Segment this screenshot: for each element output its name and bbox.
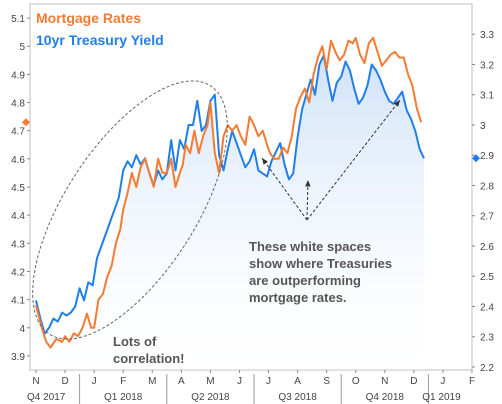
x-month-label: D xyxy=(61,376,68,387)
right-tick-label: 3.1 xyxy=(480,91,494,102)
right-tick-label: 2.9 xyxy=(480,151,494,162)
treasury-line xyxy=(35,54,425,335)
annotation-arrowhead xyxy=(393,100,400,107)
x-month-label: O xyxy=(352,376,360,387)
x-month-label: J xyxy=(266,376,271,387)
x-month-label: F xyxy=(469,376,475,387)
x-month-label: S xyxy=(323,376,330,387)
right-tick-label: 2.3 xyxy=(480,333,494,344)
right-tick-label: 2.8 xyxy=(480,181,494,192)
x-month-label: A xyxy=(294,376,301,387)
left-tick-label: 4.1 xyxy=(11,296,25,307)
left-tick-label: 4.6 xyxy=(11,155,25,166)
right-tick-label: 3 xyxy=(480,121,486,132)
left-tick-label: 4.3 xyxy=(11,239,25,250)
right-tick-label: 2.6 xyxy=(480,242,494,253)
mortgage-last-value-marker xyxy=(22,118,30,127)
x-month-label: N xyxy=(32,376,39,387)
x-month-label: J xyxy=(440,376,445,387)
right-tick-label: 3.2 xyxy=(480,60,494,71)
left-tick-label: 5 xyxy=(19,42,25,53)
treasury-area-fill xyxy=(36,55,425,371)
right-tick-label: 3.3 xyxy=(480,30,494,41)
legend-mortgage-rates: Mortgage Rates xyxy=(36,10,142,26)
left-tick-label: 3.9 xyxy=(11,352,25,363)
annotation-white-spaces: These white spaces show where Treasuries… xyxy=(249,239,393,305)
annotation-correlation: Lots of correlation! xyxy=(113,334,185,366)
x-month-label: F xyxy=(120,376,126,387)
right-tick-label: 2.5 xyxy=(480,272,494,283)
left-tick-label: 4.8 xyxy=(11,99,25,110)
x-quarter-label: Q3 2018 xyxy=(278,392,317,403)
mortgage-line xyxy=(35,36,423,349)
x-month-label: J xyxy=(92,376,97,387)
x-month-label: A xyxy=(178,376,185,387)
legend-10yr-treasury-yield: 10yr Treasury Yield xyxy=(36,32,164,48)
left-tick-label: 4.4 xyxy=(11,211,25,222)
annotation-arrow xyxy=(306,179,309,221)
x-quarter-label: Q4 2017 xyxy=(27,392,66,403)
x-month-label: M xyxy=(148,376,156,387)
annotation-arrow xyxy=(306,99,401,221)
left-tick-label: 5.1 xyxy=(11,14,25,25)
left-tick-label: 4 xyxy=(19,324,25,335)
left-tick-label: 4.9 xyxy=(11,70,25,81)
right-tick-label: 2.4 xyxy=(480,302,494,313)
x-quarter-label: Q4 2018 xyxy=(366,392,405,403)
correlation-ellipse xyxy=(32,80,228,340)
left-tick-label: 4.7 xyxy=(11,127,25,138)
treasury-last-value-marker xyxy=(472,154,480,163)
annotation-arrowhead xyxy=(305,180,311,187)
annotation-arrow xyxy=(261,157,308,221)
x-month-label: D xyxy=(410,376,417,387)
x-month-label: M xyxy=(206,376,214,387)
x-month-label: J xyxy=(237,376,242,387)
right-tick-label: 2.2 xyxy=(480,363,494,374)
left-tick-label: 4.5 xyxy=(11,183,25,194)
left-tick-label: 4.2 xyxy=(11,267,25,278)
x-quarter-label: Q2 2018 xyxy=(191,392,230,403)
x-quarter-label: Q1 2019 xyxy=(422,392,461,403)
x-quarter-label: Q1 2018 xyxy=(104,392,143,403)
annotation-arrowhead xyxy=(262,158,268,165)
x-month-label: N xyxy=(381,376,388,387)
right-tick-label: 2.7 xyxy=(480,212,494,223)
white-gap-area xyxy=(36,37,425,348)
